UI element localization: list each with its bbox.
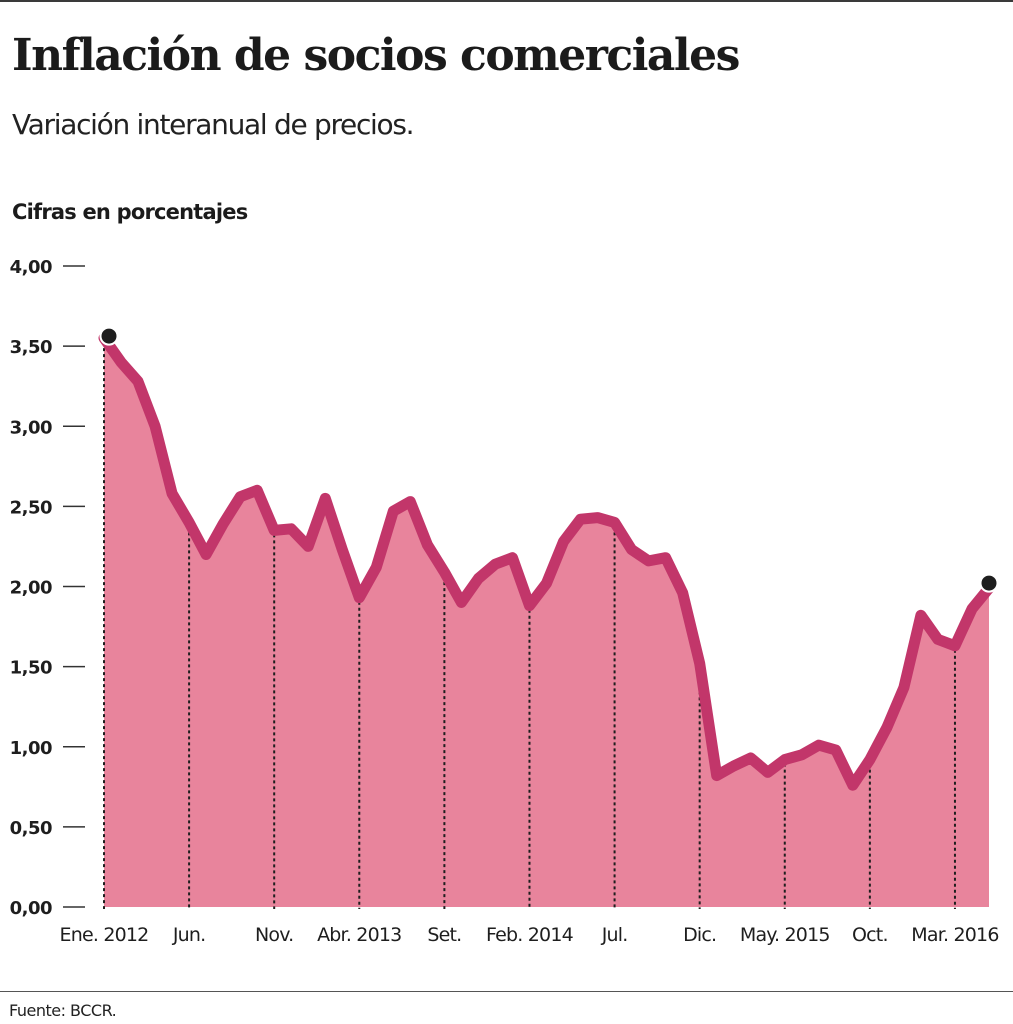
- data-point: [714, 773, 720, 779]
- start-point-marker: [99, 326, 119, 346]
- y-axis: 4,00 3,50 3,00 2,50 2,00 1,50 1,00 0,50 0,00: [10, 257, 85, 919]
- source-note: Fuente: BCCR.: [9, 1001, 117, 1020]
- data-point: [220, 521, 226, 527]
- data-point: [629, 547, 635, 553]
- y-tick-label: 1,50: [10, 658, 52, 679]
- data-point: [952, 643, 958, 649]
- data-point: [135, 378, 141, 384]
- x-tick-label: Dic.: [683, 924, 716, 946]
- data-point: [697, 660, 703, 666]
- data-point: [680, 590, 686, 596]
- month-guide-lines: [103, 342, 956, 909]
- x-tick-label: Mar. 2016: [911, 924, 998, 946]
- data-point: [578, 516, 584, 522]
- data-point: [527, 603, 533, 609]
- series-line-layer: [98, 332, 995, 791]
- data-point: [441, 569, 447, 575]
- y-tick-label: 2,00: [10, 578, 52, 599]
- data-point: [833, 747, 839, 753]
- series-line: [98, 332, 995, 791]
- y-axis-unit-label: Cifras en porcentajes: [12, 200, 248, 224]
- data-point: [492, 561, 498, 567]
- data-point: [322, 495, 328, 501]
- area-chart: 4,00 3,50 3,00 2,50 2,00 1,50 1,00 0,50 0,00 Ene…: [10, 257, 1000, 946]
- y-tick-label: 3,50: [10, 337, 52, 358]
- data-point: [356, 595, 362, 601]
- data-point: [424, 542, 430, 548]
- data-point: [816, 742, 822, 748]
- top-rule: [0, 0, 1013, 2]
- x-tick-label: Ene. 2012: [60, 924, 149, 946]
- bottom-rule: [0, 991, 1013, 992]
- data-point: [612, 519, 618, 525]
- data-point: [203, 552, 209, 558]
- x-tick-label: Oct.: [852, 924, 888, 946]
- data-point: [595, 515, 601, 521]
- data-point: [407, 499, 413, 505]
- x-axis: Ene. 2012 Jun. Nov. Abr. 2013 Set. Feb. 2014 J…: [60, 924, 1000, 946]
- area-fill: [104, 338, 989, 908]
- y-tick-label: 0,50: [10, 818, 52, 839]
- data-point: [237, 494, 243, 500]
- data-point: [373, 564, 379, 570]
- y-tick-label: 1,00: [10, 738, 52, 759]
- data-point: [663, 555, 669, 561]
- data-point: [731, 763, 737, 769]
- x-tick-label: Feb. 2014: [486, 924, 574, 946]
- data-point: [152, 423, 158, 429]
- data-point: [935, 636, 941, 642]
- chart-subtitle: Variación interanual de precios.: [12, 108, 415, 141]
- data-point: [867, 757, 873, 763]
- area-fill-layer: [104, 338, 989, 908]
- data-point: [884, 725, 890, 731]
- y-tick-label: 0,00: [10, 898, 52, 919]
- data-point: [118, 359, 124, 365]
- data-point: [169, 491, 175, 497]
- data-point: [475, 576, 481, 582]
- x-tick-label: Nov.: [255, 924, 293, 946]
- data-point: [748, 755, 754, 761]
- data-point: [901, 685, 907, 691]
- data-point: [646, 558, 652, 564]
- y-tick-label: 4,00: [10, 257, 52, 278]
- data-point: [288, 526, 294, 532]
- data-point: [339, 547, 345, 553]
- data-point: [186, 519, 192, 525]
- data-point: [782, 757, 788, 763]
- data-point: [918, 612, 924, 618]
- data-point: [799, 752, 805, 758]
- data-point: [458, 600, 464, 606]
- data-point: [254, 487, 260, 493]
- x-tick-label: May. 2015: [740, 924, 830, 946]
- x-tick-label: Jul.: [601, 924, 628, 946]
- x-tick-label: Set.: [427, 924, 461, 946]
- data-point: [969, 606, 975, 612]
- x-tick-label: Abr. 2013: [317, 924, 401, 946]
- chart-title: Inflación de socios comerciales: [12, 30, 740, 81]
- x-tick-label: Jun.: [172, 924, 206, 946]
- data-point: [544, 580, 550, 586]
- y-tick-label: 2,50: [10, 497, 52, 518]
- end-point-marker: [979, 573, 999, 593]
- data-point: [271, 527, 277, 533]
- data-point: [561, 539, 567, 545]
- endpoint-markers: [99, 326, 999, 593]
- data-point: [305, 543, 311, 549]
- data-point: [510, 555, 516, 561]
- data-point: [390, 508, 396, 514]
- data-point: [765, 769, 771, 775]
- data-point: [850, 782, 856, 788]
- y-tick-label: 3,00: [10, 417, 52, 438]
